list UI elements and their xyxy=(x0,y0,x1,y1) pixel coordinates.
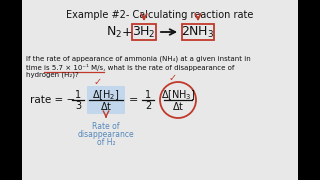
Text: of H₂: of H₂ xyxy=(97,138,115,147)
FancyBboxPatch shape xyxy=(298,0,320,180)
Text: hydrogen (H₂)?: hydrogen (H₂)? xyxy=(26,72,79,78)
Text: +: + xyxy=(122,26,132,39)
Text: N$_2$: N$_2$ xyxy=(106,24,122,40)
Text: rate = −: rate = − xyxy=(30,95,75,105)
Text: 1: 1 xyxy=(75,90,81,100)
Text: =: = xyxy=(129,95,139,105)
Text: ✓: ✓ xyxy=(94,77,102,87)
Text: Example #2- Calculating reaction rate: Example #2- Calculating reaction rate xyxy=(66,10,254,20)
Text: If the rate of appearance of ammonia (NH₄) at a given instant in: If the rate of appearance of ammonia (NH… xyxy=(26,56,251,62)
Text: 1: 1 xyxy=(145,90,151,100)
Text: disappearance: disappearance xyxy=(78,130,134,139)
Text: time is 5.7 × 10⁻¹ M/s, what is the rate of disappearance of: time is 5.7 × 10⁻¹ M/s, what is the rate… xyxy=(26,64,234,71)
FancyBboxPatch shape xyxy=(87,86,125,114)
Text: 2NH$_3$: 2NH$_3$ xyxy=(181,24,215,40)
Text: Rate of: Rate of xyxy=(92,122,120,131)
Text: ✓: ✓ xyxy=(169,73,177,83)
Text: $\Delta$t: $\Delta$t xyxy=(172,100,184,112)
Text: 3: 3 xyxy=(75,101,81,111)
Text: $\Delta$[H$_2$]: $\Delta$[H$_2$] xyxy=(92,88,120,102)
FancyBboxPatch shape xyxy=(0,0,22,180)
Text: 2: 2 xyxy=(145,101,151,111)
Text: $\Delta$t: $\Delta$t xyxy=(100,100,112,112)
Text: 3H$_2$: 3H$_2$ xyxy=(132,24,156,40)
Text: $\Delta$[NH$_3$]: $\Delta$[NH$_3$] xyxy=(161,88,195,102)
